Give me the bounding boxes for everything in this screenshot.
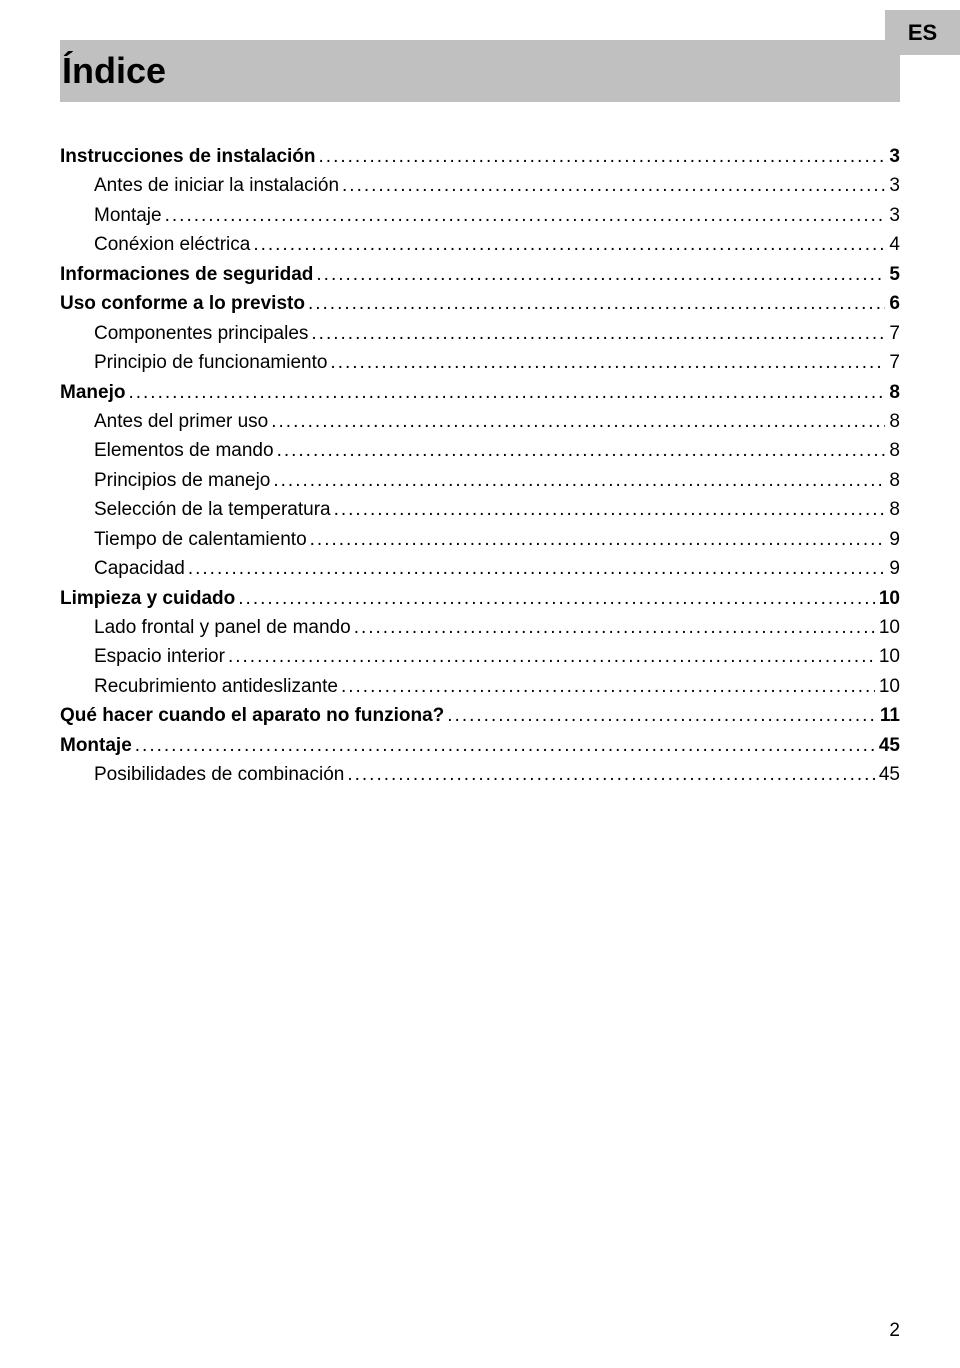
- toc-label: Lado frontal y panel de mando: [94, 613, 351, 642]
- title-bar: Índice: [60, 40, 900, 102]
- toc-page: 10: [875, 584, 900, 613]
- toc-leader-dots: [307, 525, 886, 554]
- toc-row: Capacidad 9: [60, 554, 900, 583]
- toc-row: Recubrimiento antideslizante 10: [60, 672, 900, 701]
- toc-row: Lado frontal y panel de mando 10: [60, 613, 900, 642]
- page-number: 2: [889, 1320, 900, 1342]
- toc-row: Componentes principales 7: [60, 319, 900, 348]
- toc-page: 7: [885, 319, 900, 348]
- page-title: Índice: [62, 50, 166, 92]
- toc-row: Principio de funcionamiento 7: [60, 348, 900, 377]
- toc-row: Selección de la temperatura 8: [60, 495, 900, 524]
- toc-leader-dots: [132, 731, 875, 760]
- toc-label: Antes del primer uso: [94, 407, 268, 436]
- toc-label: Posibilidades de combinación: [94, 760, 344, 789]
- toc-leader-dots: [344, 760, 875, 789]
- toc-leader-dots: [444, 701, 876, 730]
- toc-row: Montaje 45: [60, 731, 900, 760]
- toc-leader-dots: [235, 584, 875, 613]
- toc-page: 45: [875, 731, 900, 760]
- toc-label: Selección de la temperatura: [94, 495, 331, 524]
- toc-label: Principios de manejo: [94, 466, 270, 495]
- toc-leader-dots: [225, 642, 875, 671]
- toc-label: Capacidad: [94, 554, 185, 583]
- toc-page: 45: [875, 760, 900, 789]
- toc-leader-dots: [327, 348, 885, 377]
- toc-row: Informaciones de seguridad 5: [60, 260, 900, 289]
- toc-label: Instrucciones de instalación: [60, 142, 316, 171]
- toc-label: Elementos de mando: [94, 436, 274, 465]
- toc-leader-dots: [162, 201, 886, 230]
- table-of-contents: Instrucciones de instalación3Antes de in…: [60, 142, 900, 790]
- toc-leader-dots: [331, 495, 886, 524]
- toc-page: 7: [885, 348, 900, 377]
- language-tab: ES: [885, 10, 960, 55]
- toc-row: Qué hacer cuando el aparato no funziona?…: [60, 701, 900, 730]
- document-page: ES Índice Instrucciones de instalación3A…: [0, 0, 960, 1368]
- toc-row: Instrucciones de instalación 3: [60, 142, 900, 171]
- toc-leader-dots: [313, 260, 885, 289]
- toc-page: 8: [885, 407, 900, 436]
- toc-label: Uso conforme a lo previsto: [60, 289, 305, 318]
- toc-page: 5: [885, 260, 900, 289]
- toc-leader-dots: [270, 466, 885, 495]
- toc-page: 6: [885, 289, 900, 318]
- toc-label: Limpieza y cuidado: [60, 584, 235, 613]
- language-code: ES: [908, 20, 937, 46]
- toc-row: Antes del primer uso 8: [60, 407, 900, 436]
- toc-row: Conéxion eléctrica 4: [60, 230, 900, 259]
- toc-row: Principios de manejo 8: [60, 466, 900, 495]
- toc-leader-dots: [351, 613, 875, 642]
- toc-row: Uso conforme a lo previsto 6: [60, 289, 900, 318]
- toc-label: Manejo: [60, 378, 125, 407]
- toc-page: 10: [875, 672, 900, 701]
- toc-label: Principio de funcionamiento: [94, 348, 327, 377]
- toc-leader-dots: [305, 289, 885, 318]
- toc-label: Tiempo de calentamiento: [94, 525, 307, 554]
- toc-leader-dots: [268, 407, 885, 436]
- toc-page: 11: [876, 701, 900, 730]
- toc-row: Elementos de mando 8: [60, 436, 900, 465]
- toc-page: 3: [885, 171, 900, 200]
- toc-label: Montaje: [60, 731, 132, 760]
- toc-leader-dots: [338, 672, 875, 701]
- toc-leader-dots: [250, 230, 885, 259]
- toc-page: 10: [875, 613, 900, 642]
- toc-label: Componentes principales: [94, 319, 308, 348]
- toc-leader-dots: [339, 171, 885, 200]
- toc-label: Qué hacer cuando el aparato no funziona?: [60, 701, 444, 730]
- toc-page: 4: [885, 230, 900, 259]
- toc-row: Manejo 8: [60, 378, 900, 407]
- toc-page: 9: [885, 525, 900, 554]
- toc-page: 8: [885, 495, 900, 524]
- toc-page: 8: [885, 436, 900, 465]
- toc-leader-dots: [316, 142, 886, 171]
- toc-leader-dots: [308, 319, 885, 348]
- toc-page: 3: [885, 201, 900, 230]
- toc-label: Informaciones de seguridad: [60, 260, 313, 289]
- toc-label: Montaje: [94, 201, 162, 230]
- toc-row: Espacio interior 10: [60, 642, 900, 671]
- toc-leader-dots: [274, 436, 886, 465]
- toc-page: 8: [885, 466, 900, 495]
- toc-label: Espacio interior: [94, 642, 225, 671]
- toc-page: 8: [885, 378, 900, 407]
- toc-page: 9: [885, 554, 900, 583]
- toc-page: 3: [885, 142, 900, 171]
- toc-label: Conéxion eléctrica: [94, 230, 250, 259]
- toc-leader-dots: [125, 378, 885, 407]
- toc-row: Antes de iniciar la instalación 3: [60, 171, 900, 200]
- toc-row: Montaje 3: [60, 201, 900, 230]
- toc-label: Recubrimiento antideslizante: [94, 672, 338, 701]
- toc-row: Posibilidades de combinación 45: [60, 760, 900, 789]
- toc-leader-dots: [185, 554, 886, 583]
- toc-row: Limpieza y cuidado 10: [60, 584, 900, 613]
- toc-label: Antes de iniciar la instalación: [94, 171, 339, 200]
- toc-page: 10: [875, 642, 900, 671]
- toc-row: Tiempo de calentamiento 9: [60, 525, 900, 554]
